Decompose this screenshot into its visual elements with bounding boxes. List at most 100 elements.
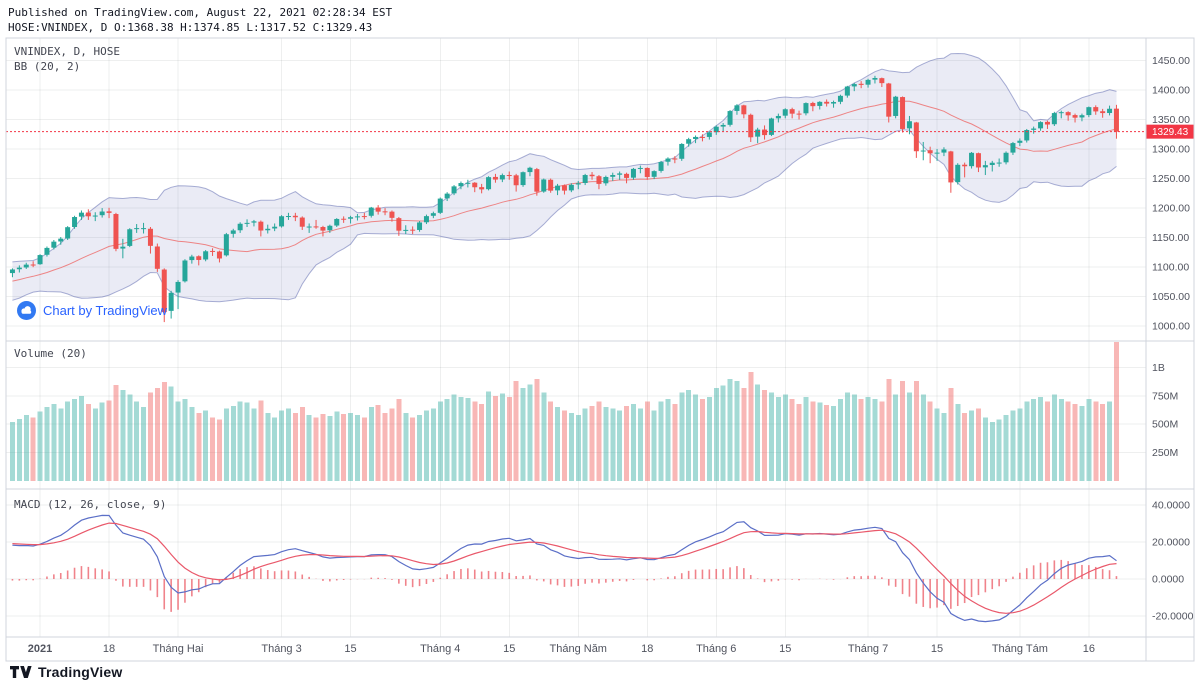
volume-bar [893, 394, 899, 481]
volume-axis-label: 250M [1152, 447, 1178, 459]
candle [147, 228, 153, 246]
volume-bar [955, 403, 961, 481]
volume-bar [417, 415, 423, 481]
volume-bar [258, 400, 264, 481]
candle [244, 222, 250, 224]
candle [741, 105, 747, 115]
volume-bar [161, 382, 167, 481]
volume-bar [1100, 403, 1106, 481]
candle [831, 102, 837, 104]
volume-bar [796, 403, 802, 481]
volume-bar [306, 415, 312, 481]
candle [1093, 107, 1099, 112]
volume-bar [285, 408, 291, 481]
candle [51, 241, 57, 248]
candle [617, 173, 623, 175]
macd-pane [11, 514, 1118, 623]
candle [775, 115, 781, 119]
candle [589, 174, 595, 177]
volume-bar [182, 399, 188, 481]
axis-labels: 1450.00 1400.00 1350.00 1300.00 1250.00 1200.… [28, 55, 1194, 655]
candle [513, 175, 519, 186]
tradingview-logo-icon [10, 666, 32, 678]
macd-pane-legend: MACD (12, 26, close, 9) [14, 498, 167, 511]
candle [1024, 130, 1030, 141]
candle [285, 216, 291, 218]
candle [920, 150, 926, 152]
candle [417, 222, 423, 230]
volume-bar [92, 408, 98, 481]
volume-bar [630, 403, 636, 481]
macd-axis-label: -20.0000 [1152, 611, 1194, 623]
volume-bar [361, 417, 367, 481]
candle [223, 234, 229, 256]
volume-bar [237, 401, 243, 481]
bollinger-upper-line [12, 52, 1117, 263]
candle [1044, 121, 1050, 125]
time-axis-label: Tháng Tám [992, 643, 1048, 655]
candle [555, 185, 561, 191]
volume-bar [906, 392, 912, 481]
volume-bar [244, 402, 250, 481]
candle [534, 169, 540, 192]
candle [948, 151, 954, 183]
candle [113, 214, 119, 249]
symbol-legend: VNINDEX, D, HOSE [14, 45, 120, 58]
candle [699, 136, 705, 138]
volume-bar [520, 387, 526, 481]
volume-bar [969, 410, 975, 481]
volume-axis-label: 750M [1152, 390, 1178, 402]
candle [900, 97, 906, 129]
volume-bar [810, 401, 816, 481]
volume-bar [548, 401, 554, 481]
price-pane [9, 52, 1119, 323]
volume-bar [389, 408, 395, 481]
price-axis-label: 1250.00 [1152, 173, 1190, 185]
candle [575, 183, 581, 185]
volume-bar [837, 399, 843, 481]
candle [975, 153, 981, 168]
candle [348, 217, 354, 219]
volume-bar [147, 392, 153, 481]
candle [810, 102, 816, 107]
candle [817, 101, 823, 106]
candle [189, 256, 195, 261]
volume-bar [65, 401, 71, 481]
volume-bar [603, 407, 609, 481]
candle [803, 103, 809, 114]
volume-bar [672, 403, 678, 481]
candle [541, 179, 547, 192]
volume-bar [1107, 401, 1113, 481]
candle [548, 179, 554, 191]
footer: TradingView [10, 664, 122, 680]
volume-bar [686, 390, 692, 481]
volume-bar [430, 408, 436, 481]
candle [361, 216, 367, 218]
candle [837, 95, 843, 102]
candle [30, 264, 36, 266]
candle [824, 101, 830, 104]
candle [327, 225, 333, 231]
candle [265, 228, 271, 231]
volume-bar [1086, 399, 1092, 481]
candle [637, 167, 643, 169]
volume-bar [741, 387, 747, 481]
volume-bar [658, 401, 664, 481]
volume-bar [410, 417, 416, 481]
volume-bar [196, 412, 202, 481]
volume-bar [1031, 399, 1037, 481]
volume-bar [651, 410, 657, 481]
candle [182, 260, 188, 282]
volume-bar [679, 392, 685, 481]
candle [320, 227, 326, 231]
candle [596, 176, 602, 184]
volume-bar [120, 390, 126, 481]
volume-bar [23, 415, 29, 481]
volume-bar [85, 403, 91, 481]
time-axis-label: 15 [931, 643, 943, 655]
candle [1072, 115, 1078, 118]
macd-axis-label: 0.0000 [1152, 574, 1184, 586]
volume-bar [382, 412, 388, 481]
volume-bar [851, 394, 857, 481]
